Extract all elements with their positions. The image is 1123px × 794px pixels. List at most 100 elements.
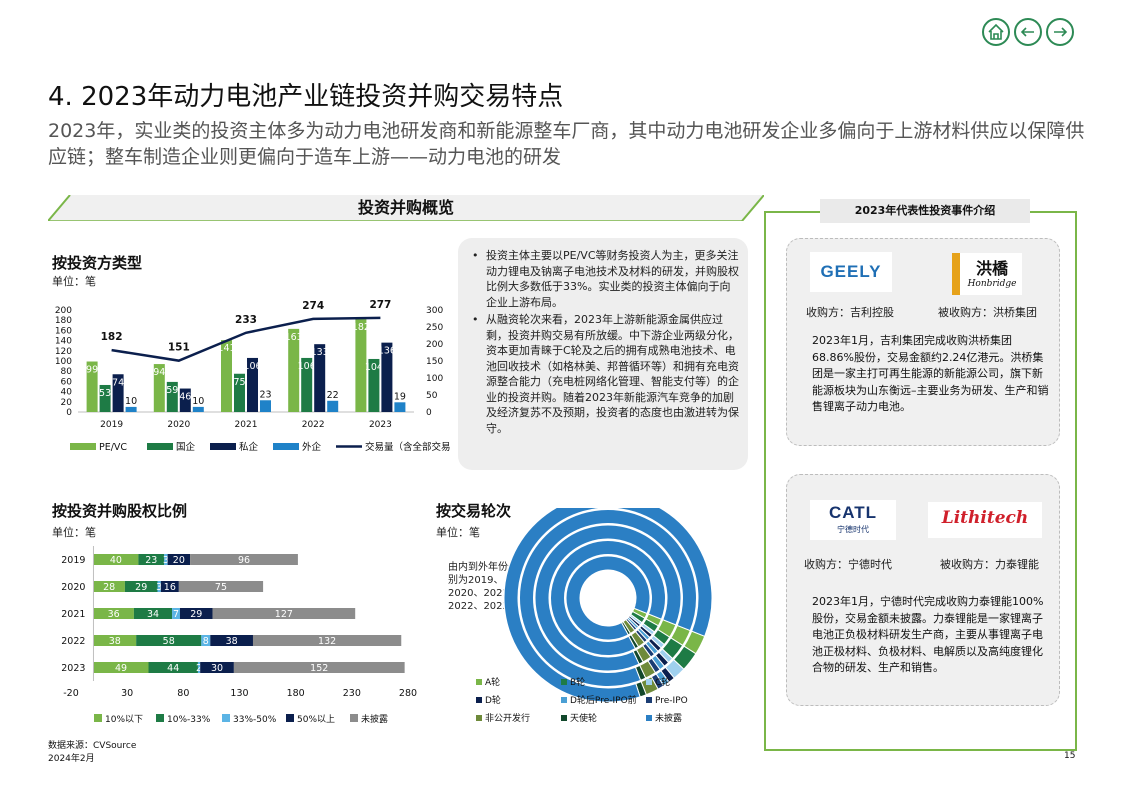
page-number: 15 bbox=[1064, 751, 1076, 761]
section-title: 投资并购概览 bbox=[357, 198, 454, 217]
next-page-button[interactable] bbox=[1046, 18, 1074, 46]
arrow-left-icon bbox=[1020, 27, 1034, 37]
bar bbox=[179, 388, 191, 412]
legend-swatch bbox=[147, 443, 173, 450]
legend-label: 10%-33% bbox=[167, 715, 211, 725]
bar-segment bbox=[172, 608, 180, 619]
segment-value-label: 3 bbox=[163, 555, 169, 566]
bar-value-label: 182 bbox=[352, 322, 370, 333]
ring-segment bbox=[519, 509, 697, 687]
left-tick-label: 100 bbox=[55, 357, 72, 367]
legend-swatch bbox=[476, 715, 482, 721]
bar-segment bbox=[210, 635, 253, 646]
legend-swatch bbox=[476, 679, 482, 685]
bar-segment bbox=[167, 554, 191, 565]
bar-value-label: 163 bbox=[285, 332, 303, 343]
bar-value-label: 136 bbox=[378, 346, 396, 357]
right-tick-label: 200 bbox=[426, 340, 443, 350]
segment-value-label: 38 bbox=[226, 636, 238, 647]
bar bbox=[99, 384, 111, 412]
bar bbox=[301, 357, 313, 412]
bar-segment bbox=[138, 554, 165, 565]
bar bbox=[288, 328, 300, 412]
legend-swatch bbox=[561, 679, 567, 685]
legend-label: 非公开发行 bbox=[485, 712, 530, 724]
bar-value-label: 75 bbox=[233, 377, 245, 388]
bar-value-label: 99 bbox=[86, 365, 98, 376]
legend-swatch bbox=[286, 714, 294, 722]
bar bbox=[314, 344, 326, 412]
segment-value-label: 3 bbox=[156, 582, 162, 593]
line-value-label: 277 bbox=[369, 299, 391, 311]
bar-segment bbox=[93, 662, 149, 673]
ring-segment bbox=[550, 540, 666, 656]
right-tick-label: 300 bbox=[426, 306, 443, 316]
segment-value-label: 38 bbox=[109, 636, 121, 647]
page-title: 4. 2023年动力电池产业链投资并购交易特点 bbox=[48, 82, 564, 112]
legend-label: 10%以下 bbox=[105, 715, 143, 725]
segment-value-label: 36 bbox=[108, 609, 120, 620]
left-tick-label: 180 bbox=[55, 316, 72, 326]
round-donut-chart: A轮 B轮 C轮 D轮 D轮后Pre-IPO前 Pre-IPO 非公开发行 天使轮 未披露 bbox=[476, 508, 713, 724]
event-buyer: 收购方：宁德时代 bbox=[804, 558, 892, 571]
event-buyer: 收购方：吉利控股 bbox=[806, 306, 894, 319]
event-description: 2023年1月，吉利集团完成收购洪桥集团68.86%股份，交易金额约2.24亿港… bbox=[812, 334, 1049, 413]
right-tick-label: 250 bbox=[426, 323, 443, 333]
segment-value-label: 30 bbox=[211, 663, 223, 674]
bar-segment bbox=[148, 662, 198, 673]
bar-value-label: 23 bbox=[259, 389, 271, 400]
segment-value-label: 40 bbox=[110, 555, 122, 566]
legend-swatch bbox=[210, 443, 236, 450]
right-tick-label: 0 bbox=[426, 408, 432, 418]
equity-chart-unit: 单位：笔 bbox=[52, 526, 96, 539]
category-label: 2021 bbox=[235, 420, 258, 430]
total-volume-line bbox=[111, 316, 381, 362]
bar-value-label: 10 bbox=[192, 396, 204, 407]
event-target: 被收购方：力泰锂能 bbox=[940, 558, 1039, 571]
legend-swatch bbox=[350, 714, 358, 722]
bar-segment bbox=[164, 554, 168, 565]
legend-label: A轮 bbox=[485, 676, 500, 688]
section-header: 投资并购概览 bbox=[48, 195, 764, 221]
legend-label: D轮后Pre-IPO前 bbox=[570, 694, 637, 706]
segment-value-label: 8 bbox=[203, 636, 209, 647]
page-subtitle: 2023年，实业类的投资主体多为动力电池研发商和新能源整车厂商，其中动力电池研发… bbox=[48, 120, 1085, 168]
legend-label: B轮 bbox=[570, 676, 585, 688]
line-value-label: 182 bbox=[101, 331, 123, 343]
x-tick-label: 280 bbox=[399, 688, 417, 699]
home-button[interactable] bbox=[982, 18, 1010, 46]
bar-segment bbox=[160, 581, 179, 592]
segment-value-label: 16 bbox=[164, 582, 176, 593]
bar-segment bbox=[93, 635, 137, 646]
legend-swatch bbox=[94, 714, 102, 722]
summary-bullets: 投资主体主要以PE/VC等财务投资人为主，更多关注动力锂电及钠离子电池技术及材料… bbox=[458, 238, 748, 470]
data-source: 数据来源：CVSource bbox=[48, 741, 137, 751]
category-label: 2020 bbox=[61, 582, 85, 593]
bar bbox=[221, 340, 232, 412]
investor-chart-unit: 单位：笔 bbox=[52, 275, 96, 288]
legend-swatch bbox=[70, 443, 96, 450]
bar bbox=[260, 400, 271, 412]
equity-chart-title: 按投资并购股权比例 bbox=[52, 502, 188, 520]
segment-value-label: 28 bbox=[103, 582, 115, 593]
line-value-label: 233 bbox=[235, 314, 257, 326]
legend-swatch bbox=[273, 443, 299, 450]
bar-segment bbox=[93, 581, 125, 592]
category-label: 2021 bbox=[61, 609, 85, 620]
legend-swatch bbox=[646, 679, 652, 685]
left-tick-label: 160 bbox=[55, 326, 72, 336]
legend-swatch bbox=[222, 714, 230, 722]
legend-swatch bbox=[561, 715, 567, 721]
segment-value-label: 96 bbox=[238, 555, 250, 566]
x-tick-label: 180 bbox=[287, 688, 305, 699]
bar bbox=[86, 361, 98, 412]
left-tick-label: 40 bbox=[61, 388, 73, 398]
legend-label: 未披露 bbox=[361, 713, 388, 725]
x-tick-label: 80 bbox=[177, 688, 189, 699]
prev-page-button[interactable] bbox=[1014, 18, 1042, 46]
left-tick-label: 140 bbox=[55, 337, 72, 347]
bullet-item: 投资主体主要以PE/VC等财务投资人为主，更多关注动力锂电及钠离子电池技术及材料… bbox=[470, 248, 740, 310]
lithitech-logo: Lithitech bbox=[928, 502, 1042, 538]
bar-value-label: 141 bbox=[217, 343, 235, 354]
category-label: 2022 bbox=[302, 420, 325, 430]
